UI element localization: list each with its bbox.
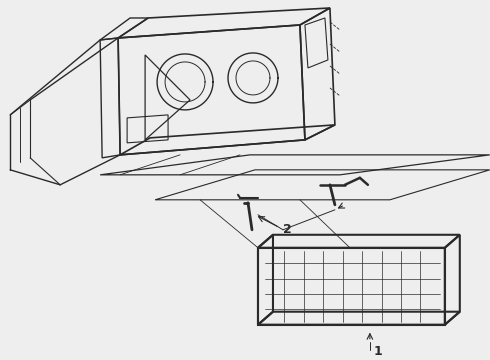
- Text: 1: 1: [374, 345, 383, 358]
- Text: 2: 2: [283, 223, 292, 236]
